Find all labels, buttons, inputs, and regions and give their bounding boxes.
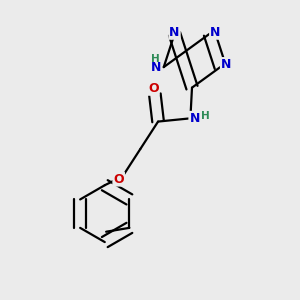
Text: N: N — [169, 26, 180, 39]
Text: O: O — [148, 82, 158, 95]
Text: H: H — [151, 54, 159, 64]
Text: H: H — [200, 111, 209, 121]
Text: N: N — [151, 61, 161, 74]
Text: N: N — [221, 58, 231, 71]
Text: N: N — [210, 26, 220, 39]
Text: O: O — [113, 172, 124, 186]
Text: N: N — [189, 112, 200, 125]
